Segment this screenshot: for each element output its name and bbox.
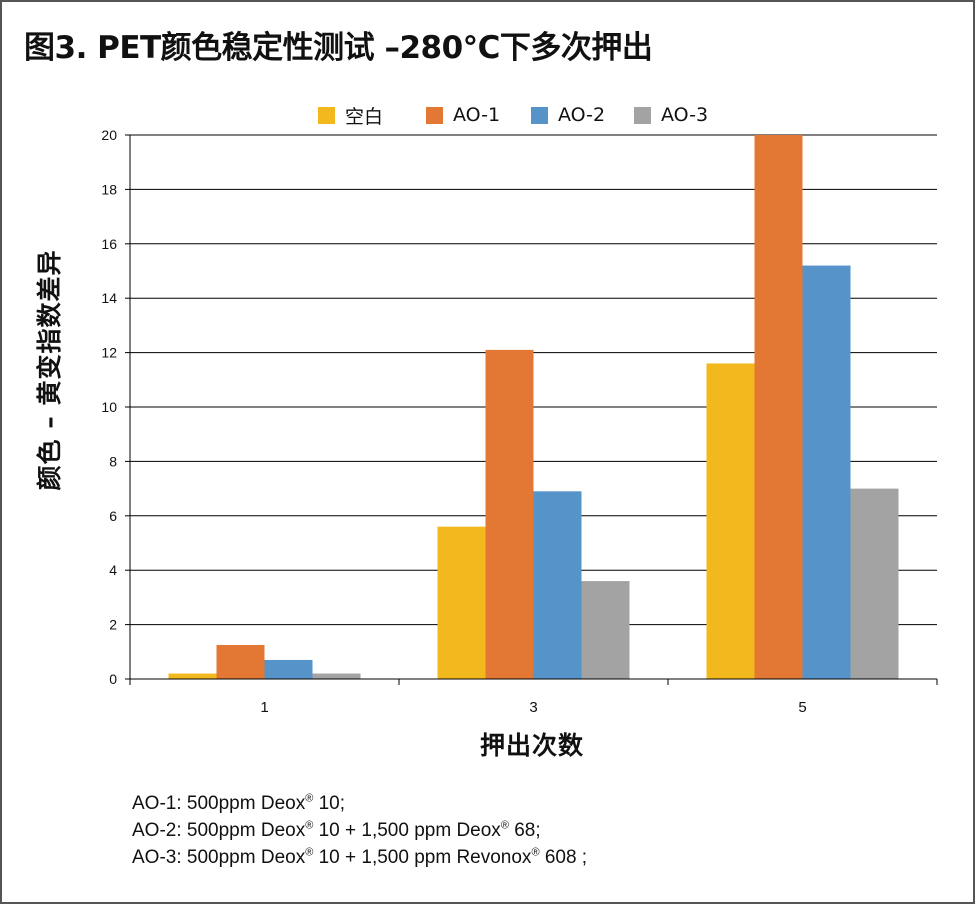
y-axis-label: 颜色 – 黄变指数差异 [35,249,64,491]
x-tick-label: 1 [260,699,268,716]
legend-label: AO-3 [661,104,709,126]
legend-swatch-ao2 [531,106,548,124]
registered-mark: ® [305,792,314,805]
registered-mark: ® [531,846,540,859]
bar-AO-3-5 [850,488,899,679]
bar-AO-2-3 [533,491,582,679]
y-tick-label: 8 [109,453,117,469]
footnote-text: 10 + 1,500 ppm Revonox [313,847,532,868]
footnote-text: 10; [313,793,346,814]
bar-AO-2-1 [264,659,313,679]
bar-AO-1-3 [485,349,534,679]
x-tick-label: 5 [798,699,806,716]
y-tick-label: 10 [101,399,117,415]
legend-label: AO-1 [453,104,501,126]
y-tick-label: 18 [101,181,117,197]
y-tick-label: 4 [109,562,117,578]
legend-label: AO-2 [558,104,606,126]
legend-item-ao1: AO-1 [426,100,500,130]
footnote-text: AO-2: 500ppm Deox [132,820,306,841]
bar-空白-3 [437,526,486,679]
bar-空白-1 [168,673,217,679]
legend-item-blank: 空白 [318,100,383,130]
registered-mark: ® [305,819,314,832]
registered-mark: ® [305,846,314,859]
y-tick-label: 2 [109,617,117,633]
legend-item-ao2: AO-2 [531,100,605,130]
bar-AO-2-5 [802,265,851,679]
bar-AO-3-1 [312,673,361,679]
y-tick-label: 16 [101,236,117,252]
footnote-text: 68; [508,820,541,841]
legend-swatch-ao3 [634,106,651,124]
y-tick-label: 20 [101,127,117,143]
y-tick-label: 14 [101,290,117,306]
footnote-ao2: AO-2: 500ppm Deox® 10 + 1,500 ppm Deox® … [132,817,587,844]
footnote-text: AO-3: 500ppm Deox [132,847,306,868]
footnote-text: 608 ; [539,847,588,868]
y-tick-label: 0 [109,671,117,687]
bar-AO-3-3 [581,581,630,679]
bar-AO-1-5 [754,135,803,679]
footnote-ao3: AO-3: 500ppm Deox® 10 + 1,500 ppm Revono… [132,844,587,871]
footnotes: AO-1: 500ppm Deox® 10; AO-2: 500ppm Deox… [132,790,587,871]
legend-item-ao3: AO-3 [634,100,708,130]
bar-AO-1-1 [216,645,265,679]
footnote-ao1: AO-1: 500ppm Deox® 10; [132,790,587,817]
legend-swatch-blank [318,106,335,124]
legend-swatch-ao1 [426,106,443,124]
x-tick-label: 3 [529,699,537,716]
footnote-text: AO-1: 500ppm Deox [132,793,306,814]
x-axis-label: 押出次数 [479,731,585,760]
legend-label: 空白 [345,105,384,128]
footnote-text: 10 + 1,500 ppm Deox [313,820,501,841]
registered-mark: ® [500,819,509,832]
y-tick-label: 6 [109,508,117,524]
chart-title: 图3. PET颜色稳定性测试 –280°C下多次押出 [24,30,653,66]
bar-空白-5 [706,363,755,679]
chart-legend: 空白 AO-1 AO-2 AO-3 [0,100,975,130]
y-tick-label: 12 [101,345,117,361]
